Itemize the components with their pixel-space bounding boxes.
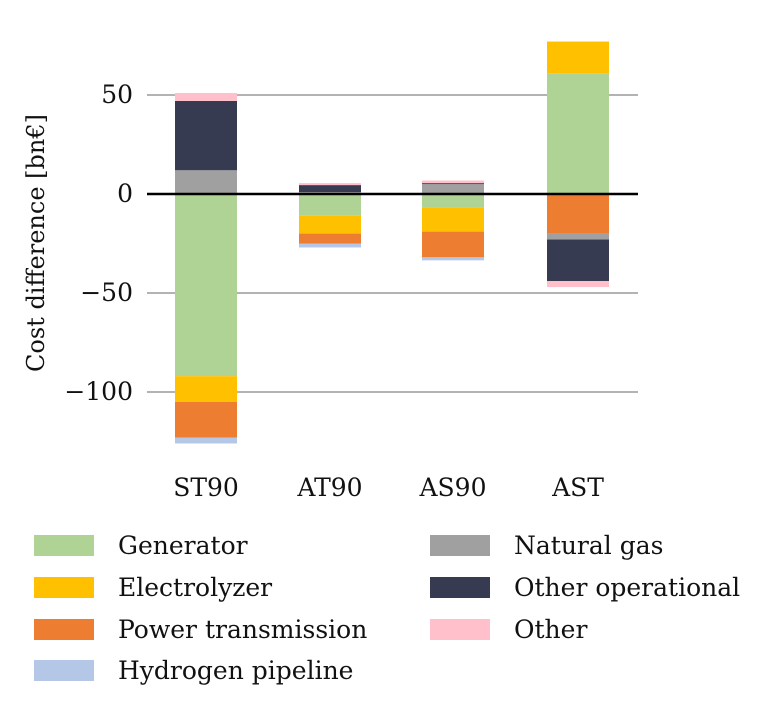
bar-segment-st90-other-operational bbox=[175, 100, 237, 171]
bar-segment-ast-power-transmission bbox=[547, 194, 609, 234]
legend-swatch bbox=[34, 660, 94, 681]
x-tick-label: AT90 bbox=[296, 473, 362, 502]
bar-segment-at90-other-operational bbox=[299, 185, 361, 193]
bar-segment-at90-other bbox=[299, 183, 361, 186]
bar-segment-ast-generator bbox=[547, 73, 609, 194]
legend-label: Generator bbox=[118, 531, 248, 560]
bar-segment-ast-other-operational bbox=[547, 239, 609, 282]
bar-segment-st90-generator bbox=[175, 194, 237, 377]
y-tick-label: 0 bbox=[117, 179, 133, 208]
bar-segment-ast-electrolyzer bbox=[547, 41, 609, 74]
legend-label: Power transmission bbox=[118, 615, 367, 644]
y-axis-ticks: 50 0 −50 −100 bbox=[64, 80, 133, 406]
x-tick-label: AS90 bbox=[419, 473, 487, 502]
bar-segment-st90-power-transmission bbox=[175, 401, 237, 438]
bar-segment-at90-electrolyzer bbox=[299, 215, 361, 234]
bar-segment-st90-other bbox=[175, 93, 237, 101]
bar-segment-at90-power-transmission bbox=[299, 233, 361, 244]
bar-segment-as90-power-transmission bbox=[422, 231, 484, 258]
legend-label: Other bbox=[514, 615, 587, 644]
legend-label: Other operational bbox=[514, 573, 740, 602]
legend-swatch bbox=[430, 619, 490, 640]
bar-segment-st90-electrolyzer bbox=[175, 376, 237, 402]
legend-swatch bbox=[430, 535, 490, 556]
bar-segment-ast-natural-gas bbox=[547, 233, 609, 240]
bar-segment-st90-natural-gas bbox=[175, 170, 237, 194]
bar-segment-as90-electrolyzer bbox=[422, 207, 484, 232]
bar-segment-as90-other bbox=[422, 180, 484, 184]
bar-segment-as90-hydrogen-pipeline bbox=[422, 257, 484, 261]
legend-swatch bbox=[34, 577, 94, 598]
x-tick-label: ST90 bbox=[173, 473, 239, 502]
bar-segment-ast-other bbox=[547, 281, 609, 288]
legend-swatch bbox=[34, 535, 94, 556]
x-tick-label: AST bbox=[551, 473, 604, 502]
legend: Generator Electrolyzer Power transmission H… bbox=[34, 531, 740, 685]
bar-segment-as90-generator bbox=[422, 194, 484, 208]
legend-label: Electrolyzer bbox=[118, 573, 272, 602]
y-tick-label: 50 bbox=[101, 80, 133, 109]
legend-label: Natural gas bbox=[514, 531, 663, 560]
bar-segment-as90-natural-gas bbox=[422, 184, 484, 194]
y-axis-label: Cost difference [bn€] bbox=[22, 114, 50, 372]
legend-swatch bbox=[430, 577, 490, 598]
y-tick-label: −50 bbox=[80, 278, 133, 307]
x-axis-ticks: ST90 AT90 AS90 AST bbox=[173, 473, 604, 502]
y-tick-label: −100 bbox=[64, 377, 133, 406]
bar-segment-st90-hydrogen-pipeline bbox=[175, 437, 237, 444]
bar-segment-at90-generator bbox=[299, 194, 361, 216]
bar-segment-as90-other-operational bbox=[422, 183, 484, 185]
legend-swatch bbox=[34, 619, 94, 640]
legend-label: Hydrogen pipeline bbox=[118, 656, 353, 685]
bar-segment-at90-hydrogen-pipeline bbox=[299, 243, 361, 248]
bars bbox=[175, 41, 609, 444]
